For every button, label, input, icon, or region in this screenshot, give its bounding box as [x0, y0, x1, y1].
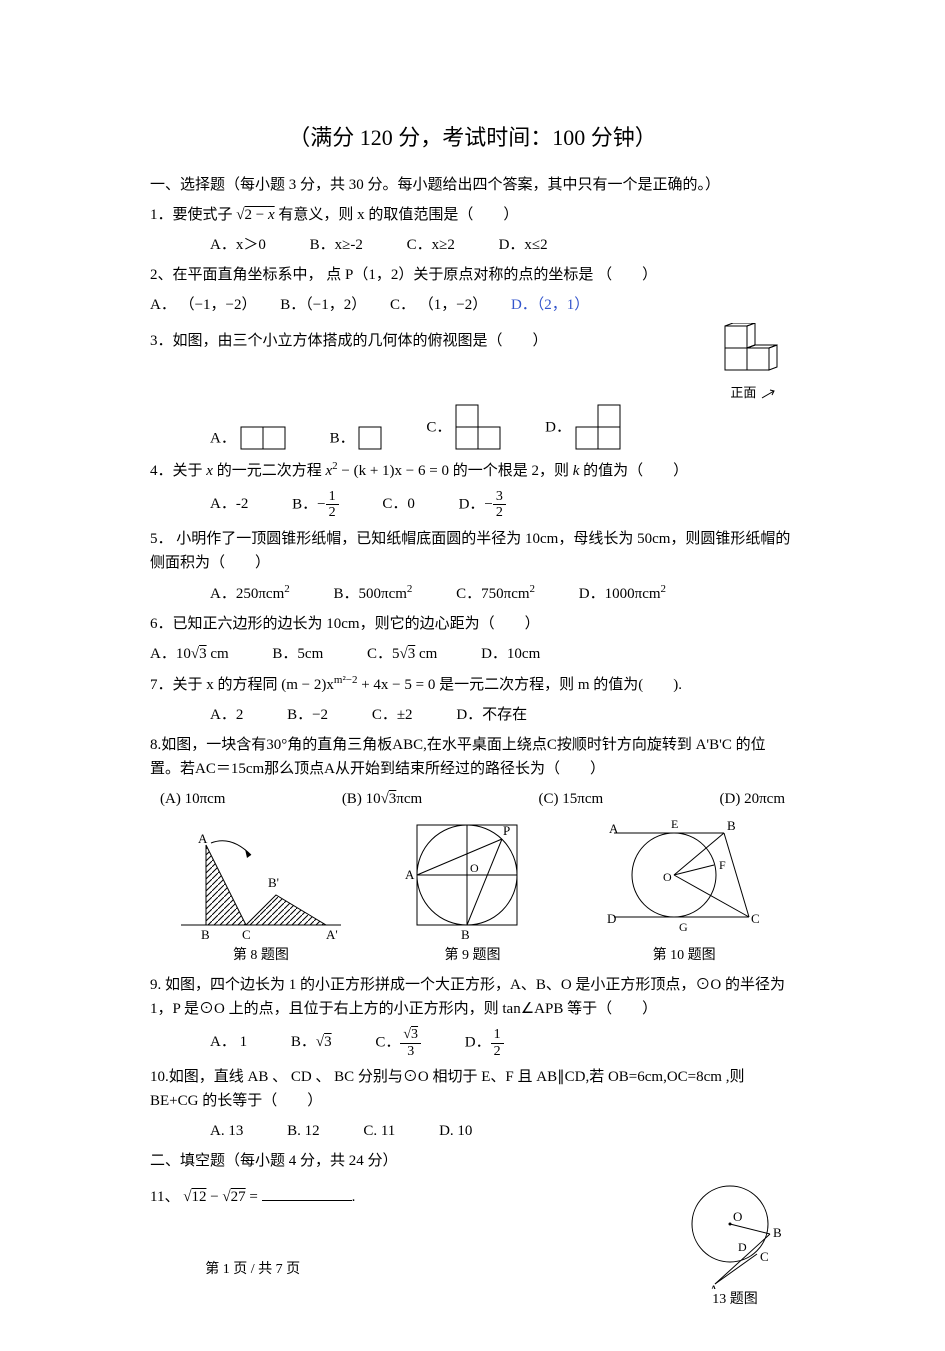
q4-options: A．-2 B．−12 C．0 D．−32	[150, 489, 795, 521]
question-1: 1．要使式子 √2 − x 有意义，则 x 的取值范围是（ ）	[150, 203, 795, 227]
q8-opt-b: (B) 10√3πcm	[342, 787, 422, 811]
q8-opt-d: (D) 20πcm	[720, 787, 785, 811]
q6-opt-b: B．5cm	[272, 642, 323, 666]
q5-opt-c: C．750πcm2	[456, 581, 535, 606]
q8-opt-c: (C) 15πcm	[539, 787, 604, 811]
svg-text:G: G	[679, 920, 688, 934]
q1-sqrt: √2 − x	[236, 207, 274, 223]
q7-opt-b: B．−2	[287, 703, 328, 727]
q2-opt-d: D．（2，1）	[511, 293, 589, 317]
svg-text:B: B	[773, 1225, 782, 1240]
q10-options: A. 13 B. 12 C. 11 D. 10	[150, 1119, 795, 1143]
q4-opt-b: B．−12	[292, 489, 338, 521]
svg-text:B: B	[461, 927, 470, 942]
svg-text:P: P	[503, 823, 510, 838]
q3-solid-icon	[715, 323, 795, 383]
q5-opt-d: D．1000πcm2	[579, 581, 666, 606]
svg-text:O: O	[663, 870, 672, 884]
figure-10: A B C D E F G O 第 10 题图	[599, 815, 769, 967]
svg-text:A: A	[609, 821, 619, 836]
q1-opt-d: D．x≤2	[499, 233, 548, 257]
q6-opt-c: C．5√3 cm	[367, 642, 437, 666]
q10-opt-d: D. 10	[439, 1119, 472, 1143]
question-11: 11、 √12 − √27 = .	[150, 1185, 355, 1209]
svg-text:B: B	[201, 927, 210, 942]
figures-row-8-9-10: A B C A' B' 第 8 题图 A B O P 第 9 题图	[150, 815, 795, 967]
q1-stem-b: 有意义，则 x 的取值范围是（ ）	[278, 207, 518, 223]
q1-options: A．x＞0 B．x≥-2 C．x≥2 D．x≤2	[150, 233, 795, 257]
svg-text:C: C	[760, 1249, 769, 1264]
q5-options: A．250πcm2 B．500πcm2 C．750πcm2 D．1000πcm2	[150, 581, 795, 606]
q7-opt-a: A．2	[210, 703, 243, 727]
q9-opt-b: B．√3	[291, 1030, 332, 1054]
svg-text:C: C	[242, 927, 251, 942]
q3-opt-a: A．	[210, 426, 290, 452]
q3-opt-c: C．	[426, 404, 505, 452]
question-2: 2、在平面直角坐标系中， 点 P（1，2）关于原点对称的点的坐标是 （ ）	[150, 263, 795, 287]
figure-8: A B C A' B' 第 8 题图	[176, 825, 346, 967]
q2-opt-c: C． （1，−2）	[390, 293, 487, 317]
question-10: 10.如图，直线 AB 、 CD 、 BC 分别与⊙O 相切于 E、F 且 AB…	[150, 1065, 795, 1113]
q10-opt-c: C. 11	[363, 1119, 395, 1143]
q4-opt-a: A．-2	[210, 492, 248, 516]
q9-opt-d: D．12	[465, 1027, 504, 1059]
svg-text:O: O	[470, 861, 479, 875]
svg-text:A': A'	[326, 927, 338, 942]
q8-opt-a: (A) 10πcm	[160, 787, 225, 811]
section-2-title: 二、填空题（每小题 4 分，共 24 分）	[150, 1149, 795, 1173]
page-number: 第 1 页 / 共 7 页	[150, 1259, 355, 1281]
q3-front-label: 正面	[715, 383, 795, 404]
q6-options: A．10√3 cm B．5cm C．5√3 cm D．10cm	[150, 642, 795, 666]
question-6: 6．已知正六边形的边长为 10cm，则它的边心距为（ ）	[150, 612, 795, 636]
q6-opt-d: D．10cm	[481, 642, 540, 666]
figure-9: A B O P 第 9 题图	[397, 815, 547, 967]
q6-opt-a: A．10√3 cm	[150, 642, 229, 666]
q1-stem-a: 1．要使式子	[150, 207, 236, 223]
q2-options: A． （−1，−2） B．（−1，2） C． （1，−2） D．（2，1）	[150, 293, 795, 317]
q1-opt-c: C．x≥2	[407, 233, 455, 257]
q3-options: A． B． C． D．	[150, 404, 795, 452]
svg-text:A: A	[709, 1282, 719, 1289]
svg-text:E: E	[671, 817, 678, 831]
question-7: 7．关于 x 的方程同 (m − 2)xm²−2 + 4x − 5 = 0 是一…	[150, 672, 795, 697]
q5-opt-a: A．250πcm2	[210, 581, 290, 606]
q1-opt-b: B．x≥-2	[310, 233, 363, 257]
q3-opt-b: B．	[330, 426, 387, 452]
svg-text:F: F	[719, 858, 726, 872]
q7-options: A．2 B．−2 C．±2 D．不存在	[150, 703, 795, 727]
q5-opt-b: B．500πcm2	[333, 581, 412, 606]
q4-opt-c: C．0	[382, 492, 415, 516]
exam-title: （满分 120 分，考试时间：100 分钟）	[150, 120, 795, 155]
figure-13: O B C D A 13 题图	[675, 1179, 795, 1311]
question-4: 4．关于 x 的一元二次方程 x2 − (k + 1)x − 6 = 0 的一个…	[150, 458, 795, 483]
svg-text:D: D	[738, 1240, 747, 1254]
question-9: 9. 如图，四个边长为 1 的小正方形拼成一个大正方形，A、B、O 是小正方形顶…	[150, 973, 795, 1021]
question-3: 3．如图，由三个小立方体搭成的几何体的俯视图是（ ）	[150, 329, 715, 353]
q9-opt-a: A． 1	[210, 1030, 247, 1054]
question-8: 8.如图，一块含有30°角的直角三角板ABC,在水平桌面上绕点C按顺时针方向旋转…	[150, 733, 795, 781]
q10-opt-a: A. 13	[210, 1119, 243, 1143]
q1-opt-a: A．x＞0	[210, 233, 266, 257]
q2-opt-a: A． （−1，−2）	[150, 293, 257, 317]
q7-opt-c: C．±2	[372, 703, 413, 727]
svg-text:O: O	[733, 1209, 742, 1224]
svg-text:B': B'	[268, 875, 279, 890]
svg-text:A: A	[405, 867, 415, 882]
question-5: 5． 小明作了一顶圆锥形纸帽，已知纸帽底面圆的半径为 10cm，母线长为 50c…	[150, 527, 795, 575]
svg-text:D: D	[607, 911, 616, 926]
q3-opt-d: D．	[545, 404, 625, 452]
q8-options: (A) 10πcm (B) 10√3πcm (C) 15πcm (D) 20πc…	[150, 787, 795, 811]
svg-text:B: B	[727, 818, 736, 833]
q9-options: A． 1 B．√3 C．√33 D．12	[150, 1027, 795, 1059]
q10-opt-b: B. 12	[287, 1119, 320, 1143]
svg-text:A: A	[198, 831, 208, 846]
q9-opt-c: C．√33	[375, 1027, 421, 1059]
svg-text:C: C	[751, 911, 760, 926]
section-1-title: 一、选择题（每小题 3 分，共 30 分。每小题给出四个答案，其中只有一个是正确…	[150, 173, 795, 197]
q2-opt-b: B．（−1，2）	[280, 293, 366, 317]
q7-opt-d: D．不存在	[456, 703, 527, 727]
q4-opt-d: D．−32	[459, 489, 506, 521]
